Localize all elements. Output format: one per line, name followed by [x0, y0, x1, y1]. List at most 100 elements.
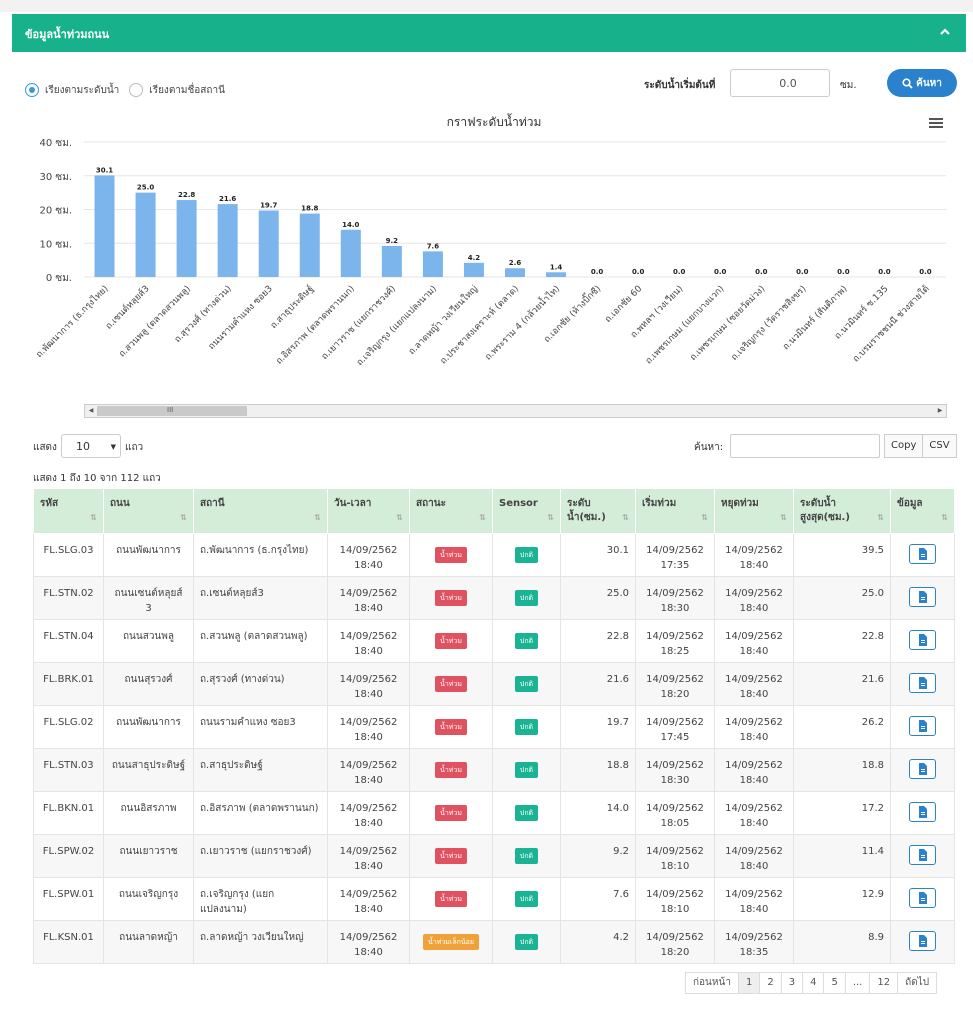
sort-icon[interactable]: ⇅ — [877, 513, 884, 522]
sort-icon[interactable]: ⇅ — [941, 513, 948, 522]
page-button[interactable]: ... — [845, 972, 871, 994]
sort-options: เรียงตามระดับน้ำ เรียงตามชื่อสถานี — [25, 82, 235, 98]
table-row[interactable]: FL.SPW.01 ถนนเจริญกรุง ถ.เจริญกรุง (แยก แป… — [33, 877, 955, 921]
cell-info — [890, 619, 955, 663]
info-button[interactable] — [909, 544, 936, 564]
column-header[interactable]: วัน-เวลา ⇅ — [327, 488, 410, 534]
time-text: 18:40 — [354, 732, 383, 743]
info-button[interactable] — [909, 759, 936, 779]
sort-icon[interactable]: ⇅ — [90, 513, 97, 522]
table-row[interactable]: FL.STN.02 ถนนเซนต์หลุยส์ 3 ถ.เซนต์หลุยส์3 1… — [33, 576, 955, 620]
info-button[interactable] — [909, 888, 936, 908]
stop-time-text: 18:40 — [739, 818, 769, 829]
start-date-text: 14/09/2562 — [646, 545, 704, 556]
menu-icon[interactable] — [928, 117, 944, 129]
table-row[interactable]: FL.SLG.02 ถนนพัฒนาการ ถนนรามคำแหง ซอย3 14/0… — [33, 705, 955, 749]
column-header[interactable]: รหัส ⇅ — [33, 488, 104, 534]
data-label: 0.0 — [632, 268, 645, 276]
sort-icon[interactable]: ⇅ — [479, 513, 486, 522]
cell-datetime: 14/09/2562 18:40 — [327, 877, 410, 921]
start-time-text: 18:05 — [660, 818, 690, 829]
cell-code: FL.SPW.02 — [33, 834, 104, 878]
sort-by-name-radio[interactable] — [129, 83, 144, 97]
page-button[interactable]: 12 — [870, 972, 899, 994]
sort-by-level-label[interactable]: เรียงตามระดับน้ำ — [45, 84, 120, 96]
info-button[interactable] — [909, 716, 936, 736]
page-button[interactable]: 2 — [760, 972, 782, 994]
column-header[interactable]: สถานะ ⇅ — [409, 488, 493, 534]
info-button[interactable] — [909, 673, 936, 693]
sort-icon[interactable]: ⇅ — [622, 513, 629, 522]
column-header[interactable]: ถนน ⇅ — [103, 488, 194, 534]
table-row[interactable]: FL.SPW.02 ถนนเยาวราช ถ.เยาวราช (แยกราชวงศ์… — [33, 834, 955, 878]
info-button[interactable] — [909, 802, 936, 822]
rows-label: แถว — [125, 442, 144, 453]
column-header[interactable]: สถานี ⇅ — [193, 488, 328, 534]
column-header[interactable]: ระดับ น้ำ(ซม.) ⇅ — [560, 488, 636, 534]
cell-road: ถนนลาดหญ้า — [103, 920, 194, 964]
x-tick-label: ถ.พระราม 4 (กล้วยน้ำไท) — [481, 282, 562, 363]
max-text: 22.8 — [861, 631, 884, 642]
page-button[interactable]: 4 — [803, 972, 825, 994]
csv-button[interactable]: CSV — [923, 434, 957, 458]
max-text: 8.9 — [868, 932, 884, 943]
chevron-up-icon[interactable] — [938, 25, 952, 39]
page-button[interactable]: 3 — [781, 972, 804, 994]
next-page-button[interactable]: ถัดไป — [898, 972, 938, 994]
cell-max: 22.8 — [793, 619, 891, 663]
status-badge: น้ำท่วม — [435, 805, 467, 821]
table-row[interactable]: FL.STN.03 ถนนสาธุประดิษฐ์ ถ.สาธุประดิษฐ์ 14… — [33, 748, 955, 792]
data-label: 0.0 — [591, 268, 604, 276]
cell-info — [890, 533, 955, 577]
table-row[interactable]: FL.SLG.03 ถนนพัฒนาการ ถ.พัฒนาการ (ธ.กรุงไท… — [33, 533, 955, 577]
station-text: ถ.สวนพลู (ตลาดสวนพลู) — [200, 631, 308, 642]
cell-stop: 14/09/2562 18:40 — [714, 748, 794, 792]
page-size-select[interactable]: 10 ▼ — [61, 434, 121, 458]
column-header[interactable]: Sensor ⇅ — [492, 488, 561, 534]
scroll-left-icon[interactable]: ◀ — [88, 407, 94, 414]
bar — [546, 272, 567, 277]
sort-icon[interactable]: ⇅ — [780, 513, 787, 522]
sort-icon[interactable]: ⇅ — [314, 513, 321, 522]
info-button[interactable] — [909, 931, 936, 951]
cell-road: ถนนพัฒนาการ — [103, 533, 194, 577]
document-icon — [919, 892, 927, 904]
sort-by-level-radio[interactable] — [25, 83, 39, 97]
max-text: 12.9 — [861, 889, 884, 900]
cell-status: น้ำท่วมเล็กน้อย — [409, 920, 493, 964]
table-row[interactable]: FL.KSN.01 ถนนลาดหญ้า ถ.ลาดหญ้า วงเวียนใหญ่… — [33, 920, 955, 964]
cell-status: น้ำท่วม — [409, 533, 493, 577]
column-header-label: ระดับน้ำ สูงสุด(ซม.) — [800, 498, 850, 523]
sort-icon[interactable]: ⇅ — [547, 513, 554, 522]
cell-stop: 14/09/2562 18:40 — [714, 791, 794, 835]
sort-icon[interactable]: ⇅ — [396, 513, 403, 522]
table-search-input[interactable] — [730, 434, 880, 458]
table-row[interactable]: FL.BKN.01 ถนนอิสรภาพ ถ.อิสรภาพ (ตลาดพรานนก… — [33, 791, 955, 835]
search-button[interactable]: ค้นหา — [887, 69, 957, 97]
table-row[interactable]: FL.BRK.01 ถนนสุรวงศ์ ถ.สุรวงศ์ (ทางด่วน) 14… — [33, 662, 955, 706]
table-row[interactable]: FL.STN.04 ถนนสวนพลู ถ.สวนพลู (ตลาดสวนพลู) 1… — [33, 619, 955, 663]
sort-icon[interactable]: ⇅ — [180, 513, 187, 522]
column-header-label: สถานี — [200, 498, 225, 509]
copy-button[interactable]: Copy — [884, 434, 924, 458]
column-header[interactable]: ระดับน้ำ สูงสุด(ซม.) ⇅ — [793, 488, 891, 534]
start-time-text: 18:10 — [660, 861, 690, 872]
page-button[interactable]: 5 — [824, 972, 846, 994]
panel-header[interactable]: ข้อมูลน้ำท่วมถนน — [12, 14, 966, 52]
column-header[interactable]: หยุดท่วม ⇅ — [714, 488, 794, 534]
prev-page-button[interactable]: ก่อนหน้า — [685, 972, 739, 994]
start-level-input[interactable] — [730, 69, 830, 97]
page-button[interactable]: 1 — [738, 972, 761, 994]
sort-icon[interactable]: ⇅ — [701, 513, 708, 522]
scrollbar-thumb[interactable] — [97, 406, 247, 416]
info-button[interactable] — [909, 587, 936, 607]
document-icon — [919, 935, 927, 947]
column-header[interactable]: เริ่มท่วม ⇅ — [635, 488, 715, 534]
scroll-right-icon[interactable]: ▶ — [937, 407, 943, 414]
chart-scrollbar[interactable]: ◀ III ▶ — [84, 404, 947, 418]
time-text: 18:40 — [354, 689, 383, 700]
sort-by-name-label[interactable]: เรียงตามชื่อสถานี — [149, 84, 225, 96]
column-header[interactable]: ข้อมูล ⇅ — [890, 488, 955, 534]
info-button[interactable] — [909, 845, 936, 865]
info-button[interactable] — [909, 630, 936, 650]
